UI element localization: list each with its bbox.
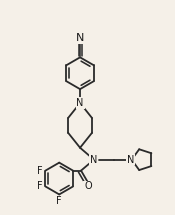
- Text: N: N: [76, 34, 84, 43]
- Text: O: O: [84, 181, 92, 192]
- Text: F: F: [37, 166, 42, 176]
- Text: F: F: [56, 196, 62, 206]
- Text: N: N: [90, 155, 98, 165]
- Text: N: N: [127, 155, 134, 165]
- Text: N: N: [76, 98, 84, 108]
- Text: F: F: [37, 181, 42, 192]
